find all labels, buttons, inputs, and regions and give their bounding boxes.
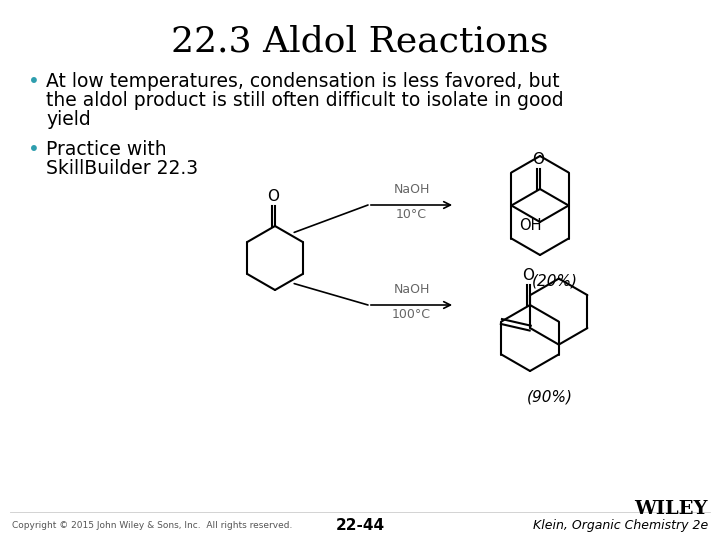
Text: WILEY: WILEY — [634, 500, 708, 518]
Text: NaOH: NaOH — [393, 183, 430, 196]
Text: OH: OH — [519, 218, 542, 233]
Text: NaOH: NaOH — [393, 283, 430, 296]
Text: Klein, Organic Chemistry 2e: Klein, Organic Chemistry 2e — [533, 519, 708, 532]
Text: (90%): (90%) — [527, 389, 573, 404]
Text: At low temperatures, condensation is less favored, but: At low temperatures, condensation is les… — [46, 72, 559, 91]
Text: 100°C: 100°C — [392, 308, 431, 321]
Text: O: O — [268, 189, 279, 204]
Text: O: O — [533, 152, 544, 167]
Text: 22.3 Aldol Reactions: 22.3 Aldol Reactions — [171, 25, 549, 59]
Text: Practice with: Practice with — [46, 140, 166, 159]
Text: 22-44: 22-44 — [336, 518, 384, 534]
Text: 10°C: 10°C — [396, 208, 427, 221]
Text: •: • — [28, 72, 40, 91]
Text: the aldol product is still often difficult to isolate in good: the aldol product is still often difficu… — [46, 91, 564, 110]
Text: yield: yield — [46, 110, 91, 129]
Text: Copyright © 2015 John Wiley & Sons, Inc.  All rights reserved.: Copyright © 2015 John Wiley & Sons, Inc.… — [12, 522, 292, 530]
Text: (20%): (20%) — [532, 273, 578, 288]
Text: •: • — [28, 140, 40, 159]
Text: O: O — [523, 268, 534, 283]
Text: SkillBuilder 22.3: SkillBuilder 22.3 — [46, 159, 198, 178]
